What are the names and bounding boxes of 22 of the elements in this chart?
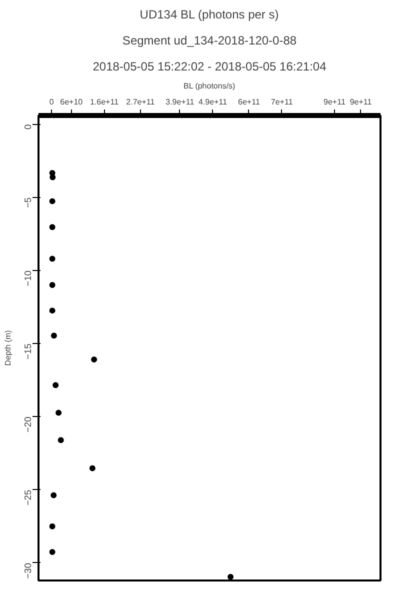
- y-tick-label: 0: [23, 124, 33, 130]
- x-axis-title: BL (photons/s): [183, 82, 236, 90]
- x-tick-label: 1.6e+11: [90, 98, 120, 106]
- x-tick-label: 9e+11: [324, 98, 346, 106]
- x-tick-label: 7e+11: [270, 98, 294, 106]
- x-tick-label: 0: [49, 98, 54, 106]
- x-tick-label: 9e+11: [350, 98, 372, 106]
- x-tick-label: 6e+11: [238, 98, 260, 106]
- y-tick-label: −5: [23, 197, 33, 208]
- x-tick-label: 3.9e+11: [166, 98, 195, 106]
- chart-subtitle: Segment ud_134-2018-120-0-88: [122, 34, 297, 48]
- x-tick-label: 4.9e+11: [198, 98, 228, 106]
- y-tick-label: −25: [23, 490, 33, 506]
- x-tick-label: 6e+10: [60, 98, 84, 106]
- y-axis-title: Depth (m): [4, 330, 12, 366]
- y-tick-label: −10: [23, 270, 33, 286]
- x-tick-label: 2.7e+11: [126, 98, 156, 106]
- y-tick-label: −30: [23, 562, 33, 579]
- text: 2018-05-05 15:22:02 - 2018-05-05 16:21:04: [92, 60, 327, 74]
- y-tick-label: −20: [23, 416, 33, 433]
- chart-title: UD134 BL (photons per s): [140, 8, 279, 22]
- y-tick-label: −15: [23, 344, 33, 360]
